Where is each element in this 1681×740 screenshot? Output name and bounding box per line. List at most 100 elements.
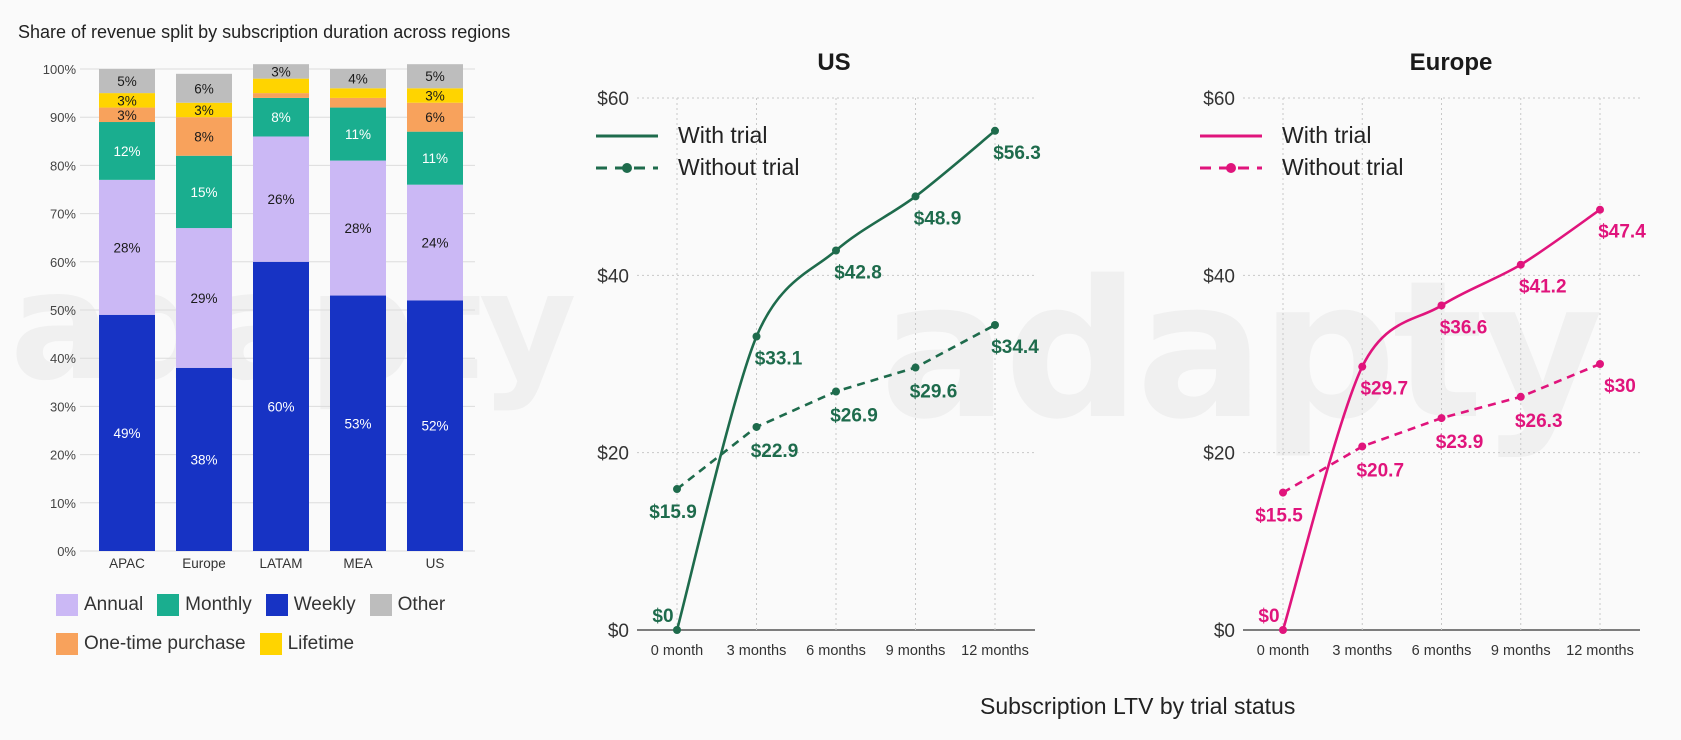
bar-ytick-label: 40% — [50, 351, 76, 366]
bar-data-label: 3% — [194, 103, 214, 118]
bar-xtick-label-europe: Europe — [182, 556, 226, 571]
line-data-label: $0 — [652, 606, 673, 627]
bar-xtick-label-apac: APAC — [109, 556, 145, 571]
line-legend-marker-europe — [1226, 163, 1236, 173]
line-data-label: $23.9 — [1436, 432, 1484, 453]
line-point-us-with-trial — [911, 192, 920, 201]
legend-swatch-lifetime — [259, 633, 282, 655]
bar-data-label: 3% — [271, 64, 291, 79]
stacked-legend-row-2: One-time purchase Lifetime — [56, 633, 354, 655]
line-data-label: $29.6 — [910, 382, 958, 403]
bar-segment-one-time-purchase-europe — [176, 117, 232, 156]
line-legend-label-us-with-trial: With trial — [678, 122, 767, 148]
line-data-label: $22.9 — [751, 441, 799, 462]
line-legend-label-us-without-trial: Without trial — [678, 154, 799, 180]
line-xtick-label-6-months: 6 months — [806, 643, 866, 659]
line-point-europe-without-trial — [1516, 392, 1525, 401]
bar-ytick-label: 0% — [57, 544, 76, 559]
line-xtick-label-6-months: 6 months — [1412, 643, 1472, 659]
legend-swatch-one-time — [56, 633, 78, 655]
bar-data-label: 6% — [194, 81, 214, 96]
bar-segment-one-time-purchase-us — [407, 102, 463, 132]
line-data-label: $15.9 — [649, 502, 697, 523]
bar-data-label: 28% — [344, 221, 371, 236]
bar-segment-weekly-europe — [176, 367, 232, 551]
line-point-europe-without-trial — [1596, 360, 1604, 368]
line-xtick-label-9-months: 9 months — [886, 643, 946, 659]
bar-data-label: 38% — [190, 452, 217, 467]
bar-data-label: 5% — [425, 69, 445, 84]
line-point-us-without-trial — [911, 363, 920, 372]
bar-data-label: 11% — [345, 127, 371, 142]
legend-item-one-time: One-time purchase — [56, 633, 246, 655]
line-xtick-label-0-month: 0 month — [651, 643, 703, 659]
legend-label-weekly: Weekly — [293, 594, 356, 615]
legend-label-lifetime: Lifetime — [287, 633, 355, 654]
bar-data-label: 28% — [113, 240, 140, 255]
bar-ytick-label: 30% — [50, 399, 76, 414]
bar-ytick-label: 100% — [43, 62, 77, 77]
bar-segment-one-time-purchase-apac — [99, 107, 155, 123]
bar-segment-weekly-mea — [330, 295, 386, 551]
line-data-label: $36.6 — [1440, 317, 1488, 338]
line-xtick-label-12-months: 12 months — [1566, 643, 1634, 659]
line-point-europe-with-trial — [1358, 362, 1367, 371]
bar-segment-annual-apac — [99, 179, 155, 315]
bar-segment-one-time-purchase-latam — [253, 93, 309, 98]
legend-item-weekly: Weekly — [265, 594, 356, 616]
legend-item-lifetime: Lifetime — [259, 633, 355, 655]
bar-data-label: 29% — [190, 291, 217, 306]
line-ytick-label: $20 — [597, 444, 629, 465]
bar-segment-one-time-purchase-mea — [330, 97, 386, 108]
bar-segment-monthly-europe — [176, 155, 232, 229]
line-series-us-with-trial — [675, 129, 996, 631]
line-point-europe-with-trial — [1516, 260, 1525, 269]
line-point-us-with-trial — [832, 246, 840, 255]
line-point-us-without-trial — [991, 320, 999, 329]
line-data-label: $26.3 — [1515, 411, 1563, 432]
bar-segment-monthly-apac — [99, 122, 155, 180]
line-xtick-label-3-months: 3 months — [727, 643, 787, 659]
bar-segment-annual-mea — [330, 160, 386, 296]
bar-segment-other-latam — [253, 64, 309, 79]
bar-segment-lifetime-latam — [253, 78, 309, 94]
legend-item-other: Other — [369, 594, 445, 616]
line-xtick-label-3-months: 3 months — [1332, 643, 1392, 659]
line-data-label: $42.8 — [834, 263, 882, 284]
bar-segment-annual-latam — [253, 136, 309, 262]
bar-data-label: 24% — [421, 236, 448, 251]
line-ytick-label: $0 — [608, 621, 629, 642]
legend-swatch-monthly — [157, 594, 180, 616]
bar-data-label: 53% — [344, 416, 371, 431]
stacked-legend-row-1: Annual Monthly Weekly Other — [56, 594, 445, 616]
bar-data-label: 8% — [194, 129, 214, 144]
bar-data-label: 26% — [267, 192, 294, 207]
bar-segment-lifetime-europe — [176, 102, 232, 118]
line-data-label: $56.3 — [993, 143, 1041, 164]
line-data-label: $33.1 — [755, 349, 803, 370]
line-point-europe-with-trial — [1279, 626, 1287, 634]
line-ytick-label: $60 — [597, 89, 629, 110]
line-legend-label-europe-with-trial: With trial — [1282, 122, 1371, 148]
bar-segment-weekly-apac — [99, 314, 155, 551]
line-data-label: $15.5 — [1255, 506, 1303, 527]
bar-ytick-label: 20% — [50, 448, 76, 463]
bar-data-label: 49% — [113, 426, 140, 441]
bar-ytick-label: 70% — [50, 207, 76, 222]
legend-swatch-other — [369, 594, 392, 616]
line-data-label: $41.2 — [1519, 277, 1567, 298]
line-ytick-label: $0 — [1214, 621, 1235, 642]
line-chart-title-us: US — [817, 49, 850, 76]
line-ytick-label: $40 — [597, 266, 629, 287]
line-series-europe-with-trial — [1281, 208, 1601, 631]
line-point-europe-without-trial — [1437, 414, 1446, 423]
line-ytick-label: $40 — [1203, 266, 1235, 287]
ltv-caption: Subscription LTV by trial status — [980, 693, 1296, 719]
bar-data-label: 8% — [271, 110, 291, 125]
bar-segment-annual-europe — [176, 228, 232, 368]
line-data-label: $30 — [1604, 376, 1636, 397]
legend-label-annual: Annual — [84, 594, 144, 615]
line-point-us-with-trial — [752, 332, 761, 341]
line-xtick-label-0-month: 0 month — [1257, 643, 1309, 659]
